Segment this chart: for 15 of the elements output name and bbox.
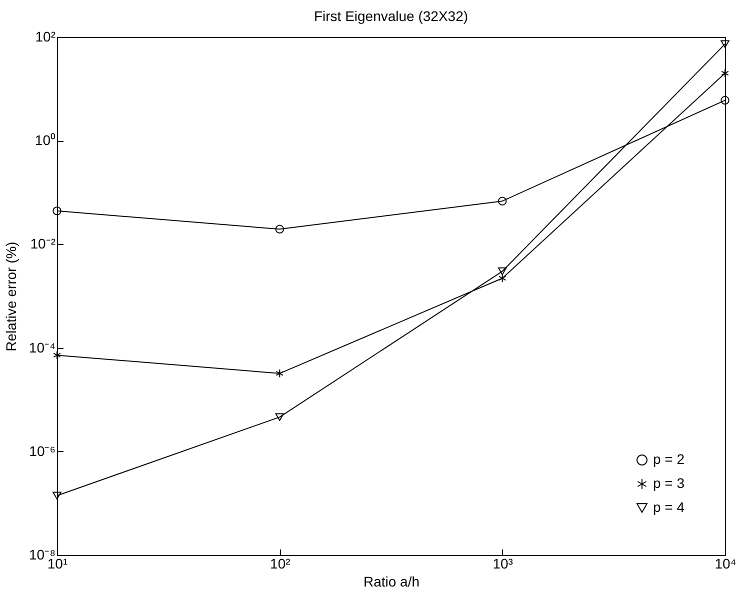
y-axis-title: Relative error (%) xyxy=(2,242,19,352)
x-tick-label: 10³ xyxy=(492,556,514,572)
x-tick-label: 10¹ xyxy=(47,556,68,572)
y-tick-label: 10² xyxy=(35,28,56,44)
y-tick-label: 10⁰ xyxy=(34,132,56,148)
x-tick-label: 10⁴ xyxy=(714,556,736,572)
legend-label: p = 4 xyxy=(653,499,685,515)
legend-label: p = 3 xyxy=(653,475,685,491)
x-tick-label: 10² xyxy=(270,556,291,572)
x-axis-title: Ratio a/h xyxy=(363,574,420,590)
y-tick-label: 10⁻² xyxy=(30,236,56,252)
y-tick-label: 10⁻⁶ xyxy=(29,442,56,459)
y-tick-label: 10⁻⁴ xyxy=(28,339,56,356)
legend-label: p = 2 xyxy=(653,451,685,467)
chart-title: First Eigenvalue (32X32) xyxy=(314,8,468,24)
